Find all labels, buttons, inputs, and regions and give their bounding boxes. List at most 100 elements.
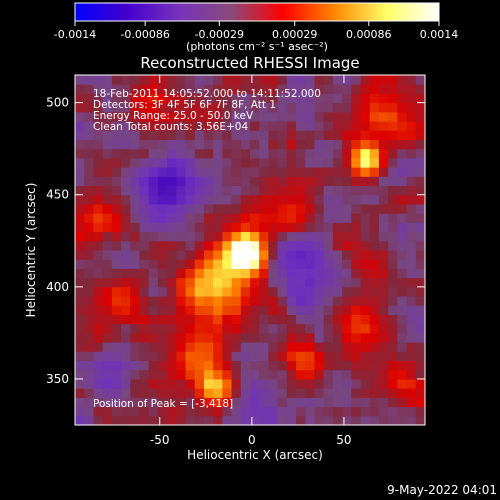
heatmap-cell [406,111,417,122]
heatmap-cell [213,121,223,131]
heatmap-cell [397,332,408,343]
heatmap-cell [185,240,196,251]
heatmap-cell [130,111,140,122]
x-axis: -50 0 50 [150,75,352,447]
heatmap-cell [93,305,104,315]
heatmap-cell [351,296,362,306]
heatmap-cell [314,102,325,113]
heatmap-cell [111,240,122,251]
heatmap-cell [323,406,334,417]
heatmap-cell [121,176,131,187]
heatmap-cell [406,406,417,417]
heatmap-cell [130,213,140,223]
heatmap-cell [102,111,113,122]
heatmap-cell [222,305,233,315]
heatmap-cell [194,194,205,205]
heatmap-cell [84,323,94,334]
heatmap-cell [323,167,334,177]
heatmap-cell [139,167,150,177]
heatmap-cell [176,296,187,306]
heatmap-cell [139,194,150,205]
heatmap-cell [250,176,260,187]
heatmap-cell [176,185,187,196]
heatmap-cell [231,130,242,140]
x-tick-label: 0 [248,433,256,447]
heatmap-cell [250,167,260,177]
heatmap-cell [231,240,242,251]
heatmap-cell [102,84,113,94]
heatmap-cell [397,397,408,408]
heatmap-cell [406,259,417,269]
heatmap-cell [240,231,251,242]
heatmap-cell [332,415,343,426]
heatmap-cell [185,111,196,122]
heatmap-cell [397,167,408,177]
heatmap-cell [213,203,223,214]
heatmap-cell [360,286,371,297]
heatmap-cell [84,121,94,131]
heatmap-cell [378,250,389,260]
heatmap-cell [314,130,325,140]
heatmap-cell [194,296,205,306]
heatmap-cell [305,84,315,94]
heatmap-cell [194,185,205,196]
heatmap-cell [415,342,426,352]
heatmap-cell [296,314,306,325]
heatmap-cell [351,305,362,315]
heatmap-cell [296,250,306,260]
heatmap-cell [369,277,380,288]
heatmap-cell [378,314,389,325]
heatmap-cell [102,332,113,343]
heatmap-cell [102,121,113,131]
heatmap-cell [296,222,306,233]
heatmap-cell [388,351,398,362]
heatmap-cell [130,148,140,159]
heatmap-cell [93,93,104,104]
heatmap-cell [176,157,187,168]
heatmap-cell [296,369,306,380]
heatmap-cell [231,213,242,223]
heatmap-cell [121,323,131,334]
heatmap-cell [102,130,113,140]
heatmap-cell [250,121,260,131]
heatmap-cell [84,222,94,233]
heatmap-cell [397,102,408,113]
heatmap-cell [397,342,408,352]
heatmap-cell [231,415,242,426]
heatmap-cell [286,332,297,343]
heatmap-cell [296,296,306,306]
heatmap-cell [397,250,408,260]
heatmap-cell [130,296,140,306]
heatmap-cell [360,167,371,177]
heatmap-cell [213,185,223,196]
heatmap-cell [360,323,371,334]
heatmap-cell [121,111,131,122]
heatmap-cell [121,342,131,352]
heatmap-cell [286,369,297,380]
heatmap-cell [194,139,205,150]
heatmap-cell [351,121,362,131]
heatmap-cell [406,148,417,159]
heatmap-cell [378,148,389,159]
heatmap-cell [121,332,131,343]
heatmap-cell [259,406,269,417]
heatmap-cell [240,240,251,251]
heatmap-cell [240,130,251,140]
heatmap-cell [369,323,380,334]
heatmap-cell [176,240,187,251]
heatmap-cell [167,323,177,334]
heatmap-cell [277,268,288,279]
heatmap-cell [240,314,251,325]
heatmap-cell [397,84,408,94]
heatmap-cell [268,75,279,85]
heatmap-cell [240,75,251,85]
heatmap-cell [185,167,196,177]
heatmap-cell [296,84,306,94]
heatmap-cell [378,194,389,205]
heatmap-cell [139,342,150,352]
heatmap-cell [194,378,205,389]
heatmap-cell [305,213,315,223]
heatmap-cell [406,415,417,426]
heatmap-cell [415,222,426,233]
heatmap-cell [250,203,260,214]
